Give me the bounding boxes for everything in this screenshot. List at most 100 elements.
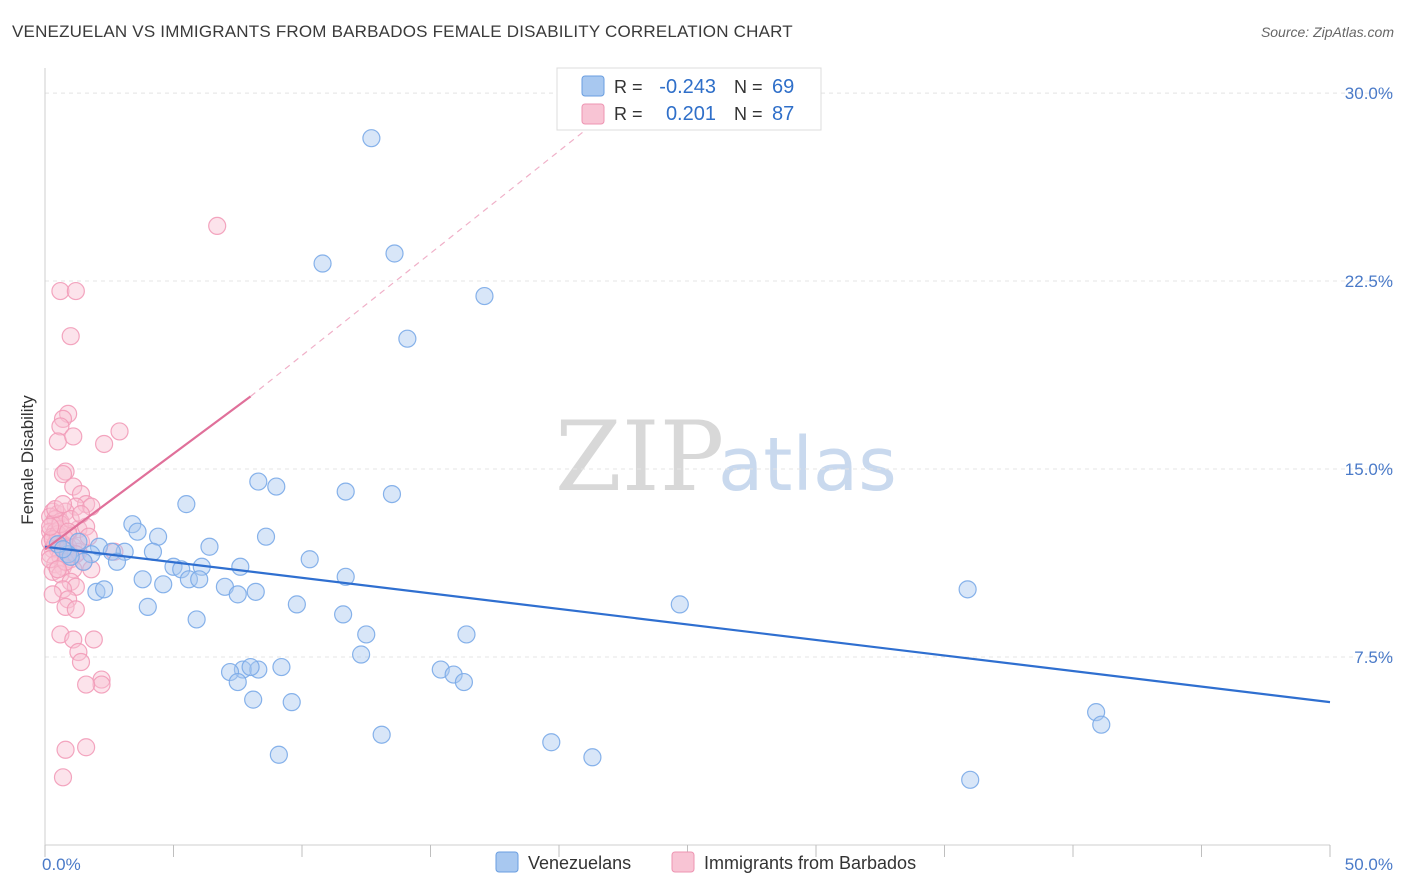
x-ticks [44, 845, 1331, 857]
legend-swatch-barbados [581, 103, 605, 125]
venezuelans-point-37 [228, 585, 247, 604]
barbados-point-3 [61, 327, 80, 346]
barbados-point-56 [43, 585, 62, 604]
trend-line-barbados [44, 395, 252, 551]
venezuelans-point-8 [382, 484, 402, 504]
legend-r-value-barbados: 0.201 [666, 103, 716, 125]
chart-title: VENEZUELAN VS IMMIGRANTS FROM BARBADOS F… [12, 22, 793, 41]
barbados-point-83 [48, 560, 67, 579]
legend-bottom-label-barbados: Immigrants from Barbados [704, 853, 916, 873]
barbados-point-86 [41, 517, 60, 536]
y-tick-label-3: 30.0% [1345, 84, 1393, 103]
venezuelans-point-51 [272, 657, 291, 677]
barbados-point-11 [56, 462, 75, 481]
venezuelans-point-7 [336, 482, 355, 501]
gridlines [45, 92, 1393, 658]
venezuelans-point-36 [95, 580, 114, 599]
venezuelans-point-45 [457, 625, 476, 644]
barbados-point-64 [71, 652, 91, 672]
venezuelans-point-50 [241, 657, 260, 677]
barbados-point-70 [53, 768, 73, 787]
venezuelans-point-12 [148, 527, 168, 546]
venezuelans-point-46 [352, 645, 371, 664]
series-barbados-points [41, 216, 227, 787]
legend-n-value-venezuelans: 69 [772, 76, 794, 98]
trend-line-venezuelans [44, 545, 1331, 704]
venezuelans-point-4 [398, 329, 417, 348]
watermark-atlas: atlas [718, 422, 897, 508]
venezuelans-point-55 [228, 672, 247, 692]
venezuelans-point-33 [154, 575, 173, 594]
venezuelans-point-43 [670, 595, 689, 614]
venezuelans-point-6 [267, 477, 286, 496]
legend-bottom-label-venezuelans: Venezuelans [528, 853, 631, 873]
venezuelans-point-11 [128, 522, 147, 541]
venezuelans-point-24 [107, 552, 127, 571]
barbados-point-8 [48, 432, 67, 451]
barbados-point-13 [64, 477, 83, 496]
barbados-point-67 [77, 675, 96, 694]
legend-r-label-venezuelans: R = [614, 77, 643, 97]
barbados-point-84 [71, 505, 91, 524]
venezuelans-point-29 [133, 570, 152, 589]
venezuelans-point-40 [334, 605, 353, 624]
y-axis-title: Female Disability [18, 395, 37, 525]
barbados-point-66 [92, 675, 111, 694]
venezuelans-point-32 [336, 567, 355, 586]
venezuelans-point-13 [256, 527, 276, 546]
barbados-point-4 [110, 422, 129, 441]
barbados-point-85 [53, 495, 73, 514]
venezuelans-point-39 [287, 595, 306, 614]
barbados-point-0 [208, 216, 227, 236]
barbados-point-59 [66, 600, 85, 619]
barbados-point-12 [53, 464, 73, 484]
legend-r-value-venezuelans: -0.243 [659, 76, 716, 98]
venezuelans-point-0 [362, 129, 381, 148]
venezuelans-point-54 [454, 672, 474, 692]
barbados-point-68 [56, 740, 75, 759]
venezuelans-point-58 [958, 580, 977, 599]
venezuelans-point-44 [357, 625, 376, 644]
venezuelans-point-38 [246, 582, 265, 601]
venezuelans-point-22 [300, 550, 319, 569]
venezuelans-point-60 [1092, 715, 1111, 734]
venezuelans-point-5 [249, 472, 268, 491]
venezuelans-point-42 [187, 610, 206, 629]
venezuelans-point-56 [244, 690, 263, 709]
legend-bottom-swatch-barbados [671, 851, 695, 873]
watermark-zip: ZIP [555, 401, 724, 513]
y-tick-labels: 7.5% 15.0% 22.5% 30.0% [1345, 84, 1393, 667]
venezuelans-point-53 [444, 665, 463, 684]
venezuelans-point-2 [385, 244, 404, 263]
legend-n-label-barbados: N = [734, 104, 763, 124]
barbados-point-74 [41, 550, 60, 569]
x-tick-label-max: 50.0% [1345, 855, 1393, 874]
y-tick-label-1: 15.0% [1345, 460, 1393, 479]
venezuelans-point-1 [313, 254, 332, 273]
venezuelans-point-28 [231, 557, 250, 576]
venezuelans-point-41 [138, 597, 157, 616]
venezuelans-point-3 [475, 286, 494, 306]
legend-swatch-venezuelans [581, 75, 605, 97]
venezuelans-point-30 [179, 570, 199, 589]
trend-lines [44, 130, 1331, 704]
legend-n-label-venezuelans: N = [734, 77, 763, 97]
barbados-point-62 [84, 630, 103, 649]
legend-bottom: Venezuelans Immigrants from Barbados [495, 851, 916, 873]
venezuelans-point-9 [177, 495, 196, 514]
venezuelans-point-65 [961, 770, 980, 789]
barbados-point-7 [51, 417, 70, 436]
venezuelans-point-27 [172, 560, 191, 579]
y-tick-label-0: 7.5% [1354, 648, 1393, 667]
barbados-point-1 [51, 281, 70, 301]
venezuelans-point-67 [61, 547, 80, 566]
venezuelans-point-57 [282, 693, 301, 712]
venezuelans-point-61 [372, 725, 391, 744]
barbados-point-69 [77, 738, 96, 757]
barbados-point-9 [64, 427, 83, 446]
venezuelans-point-62 [542, 733, 561, 752]
legend-r-label-barbados: R = [614, 104, 643, 124]
y-tick-label-2: 22.5% [1345, 272, 1393, 291]
venezuelans-point-63 [583, 748, 602, 767]
